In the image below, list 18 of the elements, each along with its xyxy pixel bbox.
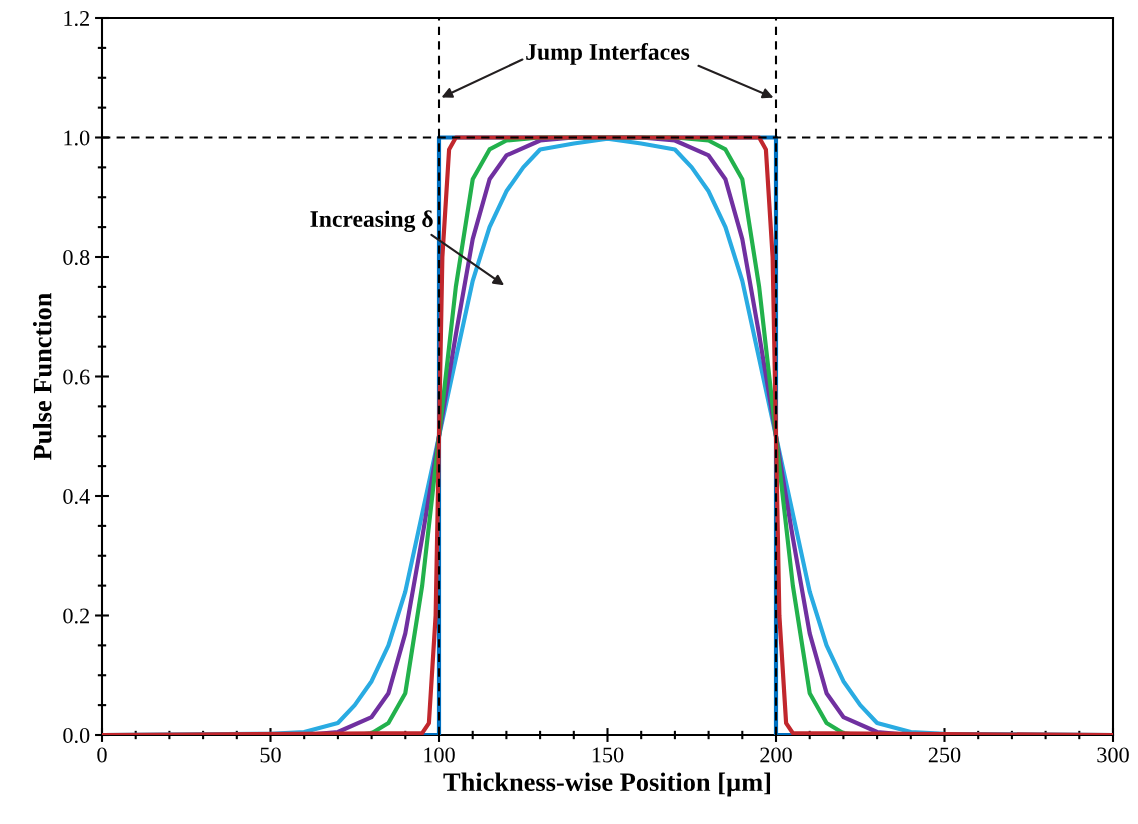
x-tick-label: 0 — [97, 747, 107, 763]
x-tick-label: 200 — [760, 747, 792, 763]
x-tick-label: 150 — [592, 747, 624, 763]
y-tick-label: 0.2 — [63, 608, 89, 624]
y-tick-label: 0.4 — [63, 488, 90, 505]
annotation: Jump Interfaces — [526, 43, 690, 65]
y-tick-label: 1.2 — [64, 10, 89, 27]
x-tick-label: 100 — [424, 747, 455, 763]
x-axis-title: Thickness-wise Position [µm] — [443, 772, 771, 797]
y-tick-label: 0.0 — [63, 727, 90, 744]
y-axis-title: Pulse Function — [32, 292, 52, 460]
x-tick-label: 50 — [260, 747, 281, 763]
y-tick-label: 0.6 — [63, 369, 90, 385]
x-tick-label: 300 — [1097, 747, 1129, 763]
x-tick-label: 250 — [928, 747, 961, 763]
annotation: Increasing δ — [310, 210, 433, 233]
y-tick-label: 1.0 — [64, 130, 90, 146]
y-tick-label: 0.8 — [63, 249, 90, 266]
